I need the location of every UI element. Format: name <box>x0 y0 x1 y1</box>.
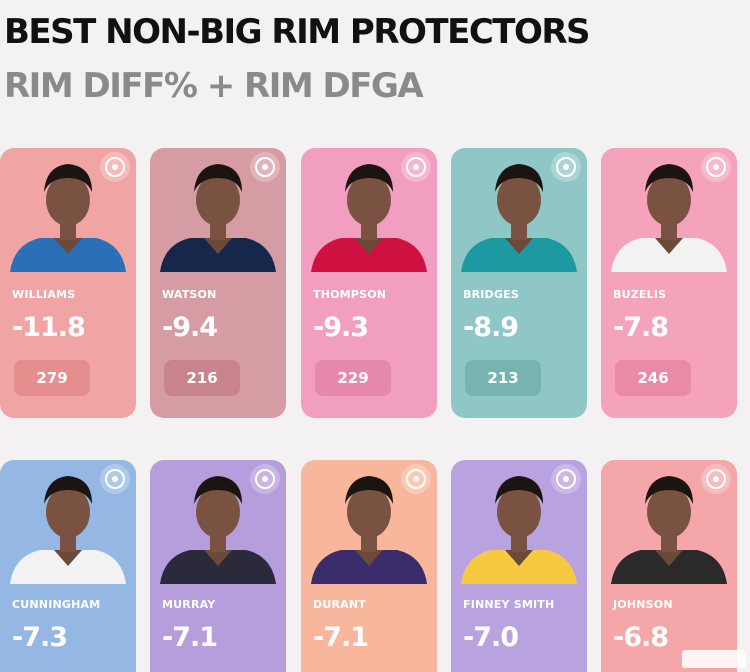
player-photo <box>301 460 437 584</box>
suns-logo-icon <box>401 464 431 494</box>
rim-diff-value: -8.9 <box>463 312 519 343</box>
player-name: CUNNINGHAM <box>12 598 101 611</box>
player-card: BUZELIS -7.8 246 <box>601 148 737 418</box>
player-name: BRIDGES <box>463 288 519 301</box>
rim-diff-value: -7.1 <box>162 622 218 653</box>
player-photo <box>150 460 286 584</box>
page-subtitle: RIM DIFF% + RIM DFGA <box>4 66 424 106</box>
nuggets-logo-icon <box>250 152 280 182</box>
player-card: THOMPSON -9.3 229 <box>301 148 437 418</box>
player-name: DURANT <box>313 598 366 611</box>
rim-diff-value: -11.8 <box>12 312 86 343</box>
player-photo <box>601 148 737 272</box>
player-card: WILLIAMS -11.8 279 <box>0 148 136 418</box>
player-photo <box>601 460 737 584</box>
player-name: BUZELIS <box>613 288 667 301</box>
rim-dfga-badge: 279 <box>14 360 90 396</box>
player-card: CUNNINGHAM -7.3 <box>0 460 136 672</box>
player-card: WATSON -9.4 216 <box>150 148 286 418</box>
hornets-logo-icon <box>551 152 581 182</box>
watermark <box>682 650 746 668</box>
rim-diff-value: -6.8 <box>613 622 669 653</box>
rim-diff-value: -9.4 <box>162 312 218 343</box>
player-photo <box>150 148 286 272</box>
rim-diff-value: -7.1 <box>313 622 369 653</box>
player-name: WATSON <box>162 288 217 301</box>
player-card: FINNEY SMITH -7.0 <box>451 460 587 672</box>
player-photo <box>451 460 587 584</box>
thunder-logo-icon <box>100 152 130 182</box>
player-name: WILLIAMS <box>12 288 76 301</box>
player-photo <box>301 148 437 272</box>
pistons-logo-icon <box>100 464 130 494</box>
player-photo <box>0 148 136 272</box>
hawks-logo-icon <box>701 464 731 494</box>
bulls-logo-icon <box>701 152 731 182</box>
rim-dfga-badge: 246 <box>615 360 691 396</box>
player-photo <box>451 148 587 272</box>
rim-diff-value: -9.3 <box>313 312 369 343</box>
player-name: JOHNSON <box>613 598 673 611</box>
player-name: THOMPSON <box>313 288 387 301</box>
player-card: DURANT -7.1 <box>301 460 437 672</box>
rim-diff-value: -7.8 <box>613 312 669 343</box>
player-photo <box>0 460 136 584</box>
player-name: FINNEY SMITH <box>463 598 555 611</box>
kings-logo-icon <box>250 464 280 494</box>
rockets-logo-icon <box>401 152 431 182</box>
player-card: BRIDGES -8.9 213 <box>451 148 587 418</box>
player-card: JOHNSON -6.8 <box>601 460 737 672</box>
rim-diff-value: -7.3 <box>12 622 68 653</box>
page-title: BEST NON-BIG RIM PROTECTORS <box>4 12 591 52</box>
player-card: MURRAY -7.1 <box>150 460 286 672</box>
lakers-logo-icon <box>551 464 581 494</box>
rim-dfga-badge: 213 <box>465 360 541 396</box>
rim-dfga-badge: 216 <box>164 360 240 396</box>
rim-dfga-badge: 229 <box>315 360 391 396</box>
player-name: MURRAY <box>162 598 216 611</box>
rim-diff-value: -7.0 <box>463 622 519 653</box>
